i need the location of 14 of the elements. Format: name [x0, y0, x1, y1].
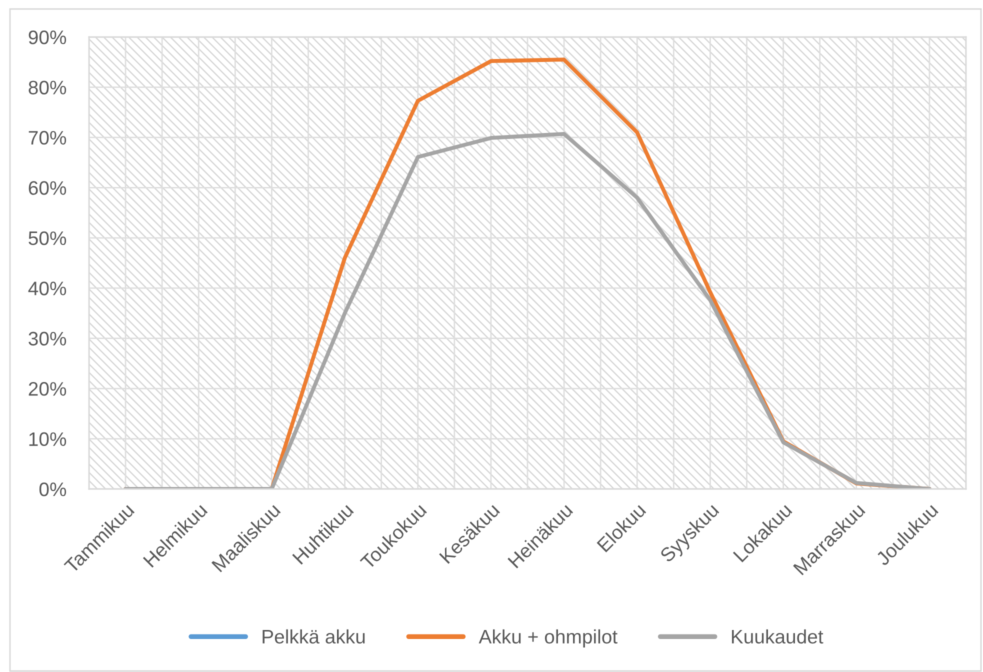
y-tick-label: 10% [29, 432, 66, 446]
y-tick-label: 50% [28, 231, 66, 246]
line-series [124, 132, 932, 489]
y-tick-label: 60% [28, 181, 66, 195]
legend-label: Pelkkä akku [262, 629, 365, 644]
y-tick-label: 40% [28, 282, 66, 296]
y-tick-label: 80% [28, 80, 66, 94]
y-tick-label: 90% [28, 30, 66, 44]
y-tick-label: 0% [39, 482, 66, 496]
y-tick-label: 20% [28, 382, 66, 396]
legend-label: Akku + ohmpilot [478, 629, 618, 648]
y-tick-label: 30% [28, 332, 66, 346]
y-tick-label: 70% [28, 130, 66, 145]
legend-label: Kuukaudet [732, 629, 824, 644]
